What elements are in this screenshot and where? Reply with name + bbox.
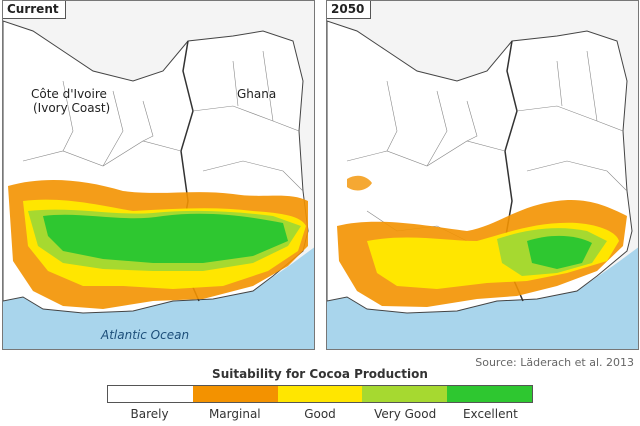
2050-suitability-map bbox=[327, 1, 638, 349]
legend-label-good: Good bbox=[304, 407, 336, 421]
legend-label-barely: Barely bbox=[130, 407, 169, 421]
legend-swatch-excellent bbox=[447, 386, 532, 402]
label-atlantic-ocean: Atlantic Ocean bbox=[101, 328, 190, 342]
ocean-area bbox=[327, 247, 638, 349]
legend-swatch-barely bbox=[108, 386, 193, 402]
excellent-band bbox=[43, 213, 288, 263]
map-panel-current: Current Côte d'Ivoire (Ivory Coast) Ghan… bbox=[2, 0, 315, 350]
panel-tag-2050: 2050 bbox=[327, 1, 372, 19]
excellent-band bbox=[527, 235, 592, 269]
legend-label-excellent: Excellent bbox=[462, 407, 518, 421]
legend-label-very-good: Very Good bbox=[374, 407, 437, 421]
legend-swatch-good bbox=[277, 386, 363, 402]
label-ivory-coast-line2: (Ivory Coast) bbox=[33, 101, 111, 115]
legend-label-marginal: Marginal bbox=[208, 407, 261, 421]
legend-title: Suitability for Cocoa Production bbox=[212, 367, 428, 381]
ocean-area bbox=[3, 247, 314, 349]
source-citation: Source: Läderach et al. 2013 bbox=[475, 356, 634, 369]
current-suitability-map bbox=[3, 1, 314, 349]
label-ghana: Ghana bbox=[237, 87, 277, 101]
map-panel-2050: 2050 bbox=[326, 0, 639, 350]
legend-swatch-very-good bbox=[362, 386, 448, 402]
marginal-patch bbox=[347, 175, 372, 191]
panel-tag-current: Current bbox=[3, 1, 66, 19]
legend-swatch-marginal bbox=[192, 386, 278, 402]
legend-color-bar bbox=[107, 385, 533, 403]
label-ivory-coast-line1: Côte d'Ivoire bbox=[31, 87, 107, 101]
